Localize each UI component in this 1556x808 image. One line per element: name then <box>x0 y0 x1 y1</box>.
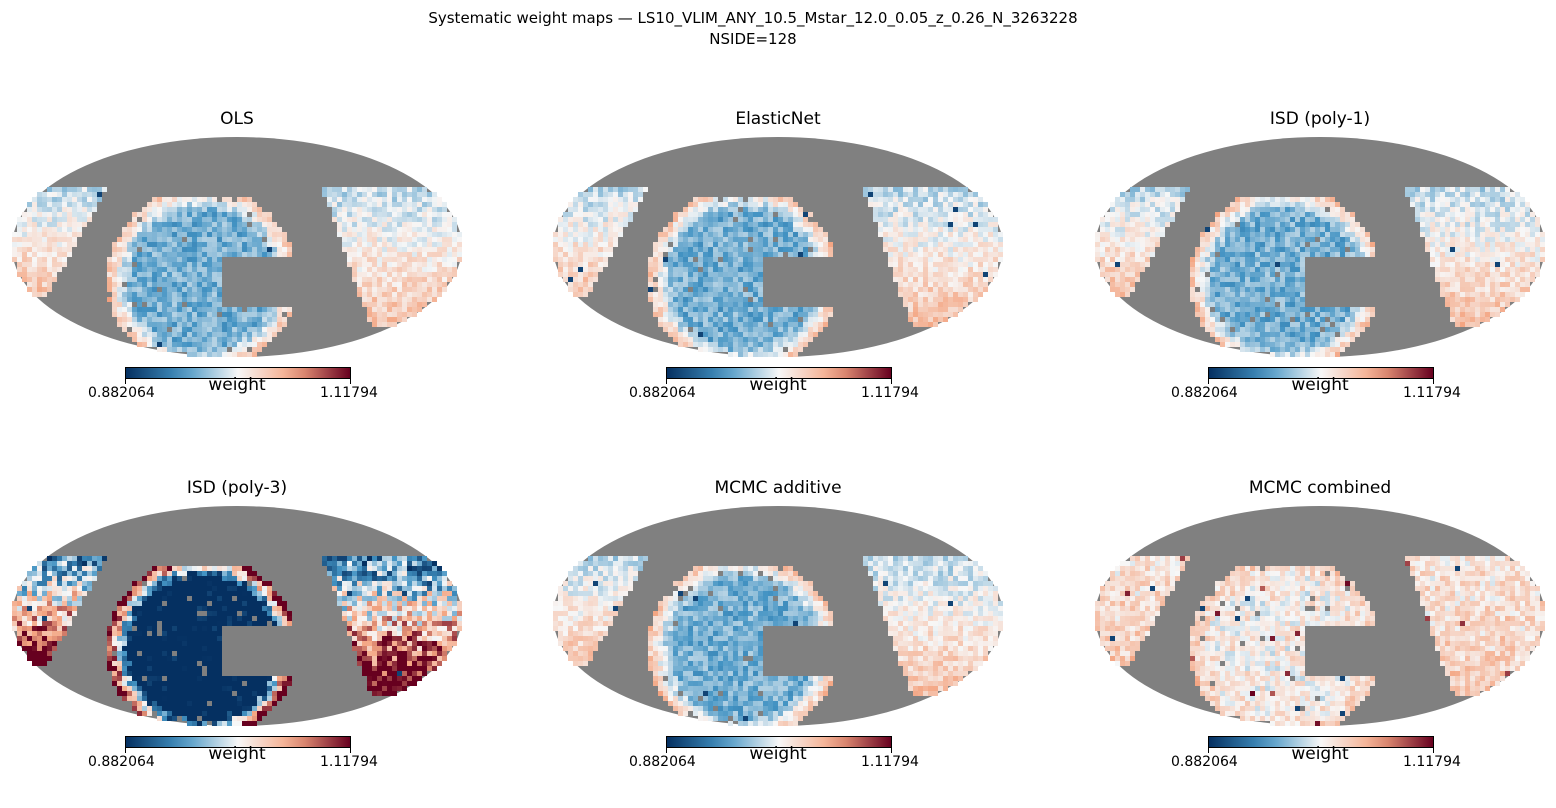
mollweide-map <box>12 506 462 726</box>
panel-title: ISD (poly-1) <box>1269 109 1371 129</box>
colorbar-min-label: 0.882064 <box>88 385 155 401</box>
colorbar <box>125 736 351 748</box>
colorbar-tick-min <box>666 747 667 753</box>
panel-title: MCMC additive <box>714 478 842 498</box>
figure-suptitle: Systematic weight maps — LS10_VLIM_ANY_1… <box>428 9 1078 27</box>
mollweide-map <box>1095 137 1545 357</box>
colorbar <box>1208 367 1434 379</box>
colorbar-max-label: 1.11794 <box>1403 385 1461 401</box>
colorbar <box>666 736 892 748</box>
weight-pixels <box>12 556 462 726</box>
colorbar <box>1208 736 1434 748</box>
colorbar-label: weight <box>749 375 807 395</box>
panel-title: MCMC combined <box>1248 478 1392 498</box>
colorbar-max-label: 1.11794 <box>320 754 378 770</box>
panel-title: ISD (poly-3) <box>186 478 288 498</box>
panel-ols: OLS 0.882064 1.11794 weight <box>2 109 472 439</box>
colorbar-label: weight <box>1291 744 1349 764</box>
panel-mcmc-combined: MCMC combined 0.882064 1.11794 weight <box>1085 478 1555 808</box>
colorbar-label: weight <box>208 375 266 395</box>
colorbar-tick-min <box>1208 378 1209 384</box>
colorbar-max-label: 1.11794 <box>861 385 919 401</box>
weight-pixels <box>553 556 1003 726</box>
colorbar-tick-max <box>891 747 892 753</box>
mollweide-map <box>12 137 462 357</box>
colorbar-min-label: 0.882064 <box>1171 754 1238 770</box>
colorbar-label: weight <box>749 744 807 764</box>
panel-title: ElasticNet <box>735 109 821 129</box>
colorbar-tick-max <box>350 747 351 753</box>
colorbar-tick-max <box>350 378 351 384</box>
colorbar-max-label: 1.11794 <box>861 754 919 770</box>
panel-isd-poly1: ISD (poly-1) 0.882064 1.11794 weight <box>1085 109 1555 439</box>
colorbar-label: weight <box>1291 375 1349 395</box>
colorbar-max-label: 1.11794 <box>1403 754 1461 770</box>
colorbar-tick-max <box>891 378 892 384</box>
panel-isd-poly3: ISD (poly-3) 0.882064 1.11794 weight <box>2 478 472 808</box>
weight-pixels <box>1095 187 1545 357</box>
colorbar-tick-max <box>1433 747 1434 753</box>
colorbar-min-label: 0.882064 <box>1171 385 1238 401</box>
colorbar-min-label: 0.882064 <box>88 754 155 770</box>
weight-pixels <box>12 187 462 357</box>
colorbar-min-label: 0.882064 <box>629 385 696 401</box>
colorbar <box>125 367 351 379</box>
colorbar <box>666 367 892 379</box>
panel-mcmc-additive: MCMC additive 0.882064 1.11794 weight <box>543 478 1013 808</box>
panel-title: OLS <box>220 109 254 129</box>
mollweide-map <box>553 506 1003 726</box>
figure-subtitle: NSIDE=128 <box>709 30 797 48</box>
weight-pixels <box>553 187 1003 357</box>
mollweide-map <box>553 137 1003 357</box>
colorbar-tick-min <box>125 747 126 753</box>
colorbar-tick-min <box>666 378 667 384</box>
colorbar-tick-min <box>125 378 126 384</box>
mollweide-map <box>1095 506 1545 726</box>
colorbar-label: weight <box>208 744 266 764</box>
colorbar-tick-min <box>1208 747 1209 753</box>
weight-pixels <box>1095 556 1545 726</box>
colorbar-max-label: 1.11794 <box>320 385 378 401</box>
panel-elasticnet: ElasticNet 0.882064 1.11794 weight <box>543 109 1013 439</box>
colorbar-min-label: 0.882064 <box>629 754 696 770</box>
colorbar-tick-max <box>1433 378 1434 384</box>
